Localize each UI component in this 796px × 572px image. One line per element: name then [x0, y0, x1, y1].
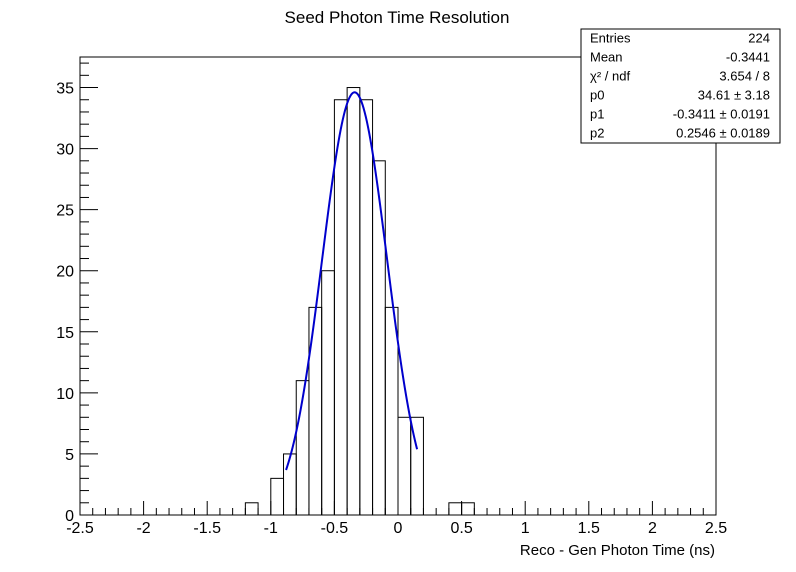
- gaussian-fit-line: [285, 91, 419, 471]
- stats-box-border: [580, 28, 781, 144]
- chart-title: Seed Photon Time Resolution: [285, 8, 510, 27]
- x-tick-label: -2: [136, 520, 150, 537]
- histogram-bin-10: [384, 306, 399, 516]
- histogram-bin-14: [461, 502, 475, 516]
- y-tick-label: 30: [56, 142, 74, 159]
- stats-label: χ² / ndf: [590, 69, 630, 84]
- y-tick-label: 5: [65, 447, 74, 464]
- stats-value: 224: [748, 31, 770, 46]
- x-tick-label: 0: [394, 520, 403, 537]
- histogram-bin-9: [372, 160, 386, 516]
- stats-value: 34.61 ± 3.18: [698, 88, 770, 103]
- x-tick-label: -2.5: [66, 520, 94, 537]
- histogram-bin-12: [410, 416, 424, 516]
- y-tick-label: 20: [56, 264, 74, 281]
- histogram-bars: [244, 87, 475, 516]
- histogram-bin-2: [283, 453, 297, 516]
- stats-value: -0.3411 ± 0.0191: [673, 107, 770, 122]
- histogram-bin-8: [359, 99, 374, 516]
- stats-label: p2: [590, 126, 604, 141]
- x-tick-label: 2.5: [705, 520, 727, 537]
- histogram-bin-5: [321, 270, 335, 516]
- x-tick-label: 1: [521, 520, 530, 537]
- y-axis: 0 5 10 15 20 25 30 35: [56, 62, 98, 525]
- stats-value: 3.654 / 8: [719, 69, 770, 84]
- histogram-bin-6: [333, 99, 348, 516]
- stats-value: 0.2546 ± 0.0189: [676, 126, 770, 141]
- y-tick-label: 0: [65, 508, 74, 525]
- histogram-bin-11: [397, 416, 412, 516]
- histogram-bin-7: [346, 87, 361, 516]
- x-tick-label: 0.5: [450, 520, 472, 537]
- stats-label: p1: [590, 107, 604, 122]
- y-tick-label: 15: [56, 325, 74, 342]
- y-tick-label: 10: [56, 386, 74, 403]
- y-tick-label: 25: [56, 203, 74, 220]
- x-axis-label: Reco - Gen Photon Time (ns): [520, 542, 715, 559]
- x-tick-label: -1: [264, 520, 278, 537]
- stats-label: Entries: [590, 31, 631, 46]
- stats-value: -0.3441: [726, 50, 770, 65]
- x-tick-label: 2: [648, 520, 657, 537]
- x-tick-label: 1.5: [578, 520, 600, 537]
- x-axis: -2.5 -2 -1.5 -1 -0.5 0 0.5 1 1.5 2 2.5: [66, 501, 727, 537]
- y-tick-label: 35: [56, 81, 74, 98]
- x-tick-label: -0.5: [321, 520, 349, 537]
- histogram-bin-0: [244, 502, 259, 516]
- stats-label: p0: [590, 88, 604, 103]
- histogram-bin-1: [270, 477, 285, 516]
- stats-box: Entries 224 Mean -0.3441 χ² / ndf 3.654 / 8 p0…: [580, 28, 781, 144]
- histogram-bin-13: [448, 502, 463, 516]
- x-tick-label: -1.5: [193, 520, 221, 537]
- stats-label: Mean: [590, 50, 623, 65]
- fit-curve-group: [285, 91, 419, 471]
